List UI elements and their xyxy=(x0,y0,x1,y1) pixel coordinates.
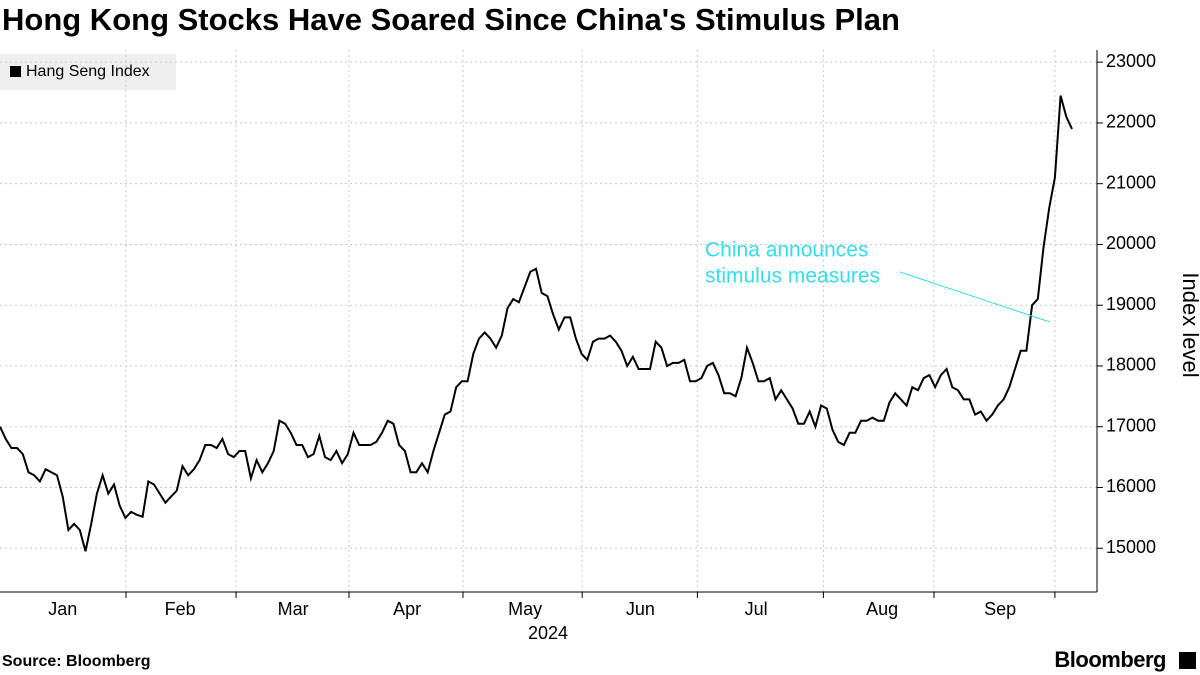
chart-title: Hong Kong Stocks Have Soared Since China… xyxy=(2,2,900,37)
y-tick-label: 17000 xyxy=(1106,415,1156,435)
legend-box xyxy=(0,54,176,90)
x-tick-label: Aug xyxy=(866,599,898,619)
legend-label: Hang Seng Index xyxy=(26,63,150,80)
annotation-line xyxy=(899,271,1051,323)
y-tick-label: 18000 xyxy=(1106,355,1156,375)
y-tick-label: 23000 xyxy=(1106,51,1156,71)
x-tick-label: Jan xyxy=(48,599,77,619)
x-tick-label: Apr xyxy=(393,599,421,619)
source: Source: Bloomberg xyxy=(2,653,150,670)
x-axis-label: 2024 xyxy=(528,623,568,643)
x-tick-label: Jun xyxy=(626,599,655,619)
y-tick-label: 21000 xyxy=(1106,172,1156,192)
y-tick-label: 19000 xyxy=(1106,294,1156,314)
x-tick-label: Jul xyxy=(745,599,768,619)
line-series xyxy=(0,95,1073,552)
brand: Bloomberg xyxy=(1054,647,1166,672)
x-tick-label: May xyxy=(508,599,542,619)
annotation-text: stimulus measures xyxy=(705,265,880,288)
y-tick-label: 22000 xyxy=(1106,112,1156,132)
y-tick-label: 16000 xyxy=(1106,476,1156,496)
x-tick-label: Sep xyxy=(984,599,1016,619)
y-tick-label: 15000 xyxy=(1106,537,1156,557)
annotation-text: China announces xyxy=(705,239,868,262)
x-tick-label: Mar xyxy=(278,599,309,619)
legend-swatch xyxy=(10,66,21,77)
y-axis-label: Index level xyxy=(1178,272,1200,377)
x-tick-label: Feb xyxy=(165,599,196,619)
brand-icon xyxy=(1179,652,1196,669)
y-tick-label: 20000 xyxy=(1106,233,1156,253)
